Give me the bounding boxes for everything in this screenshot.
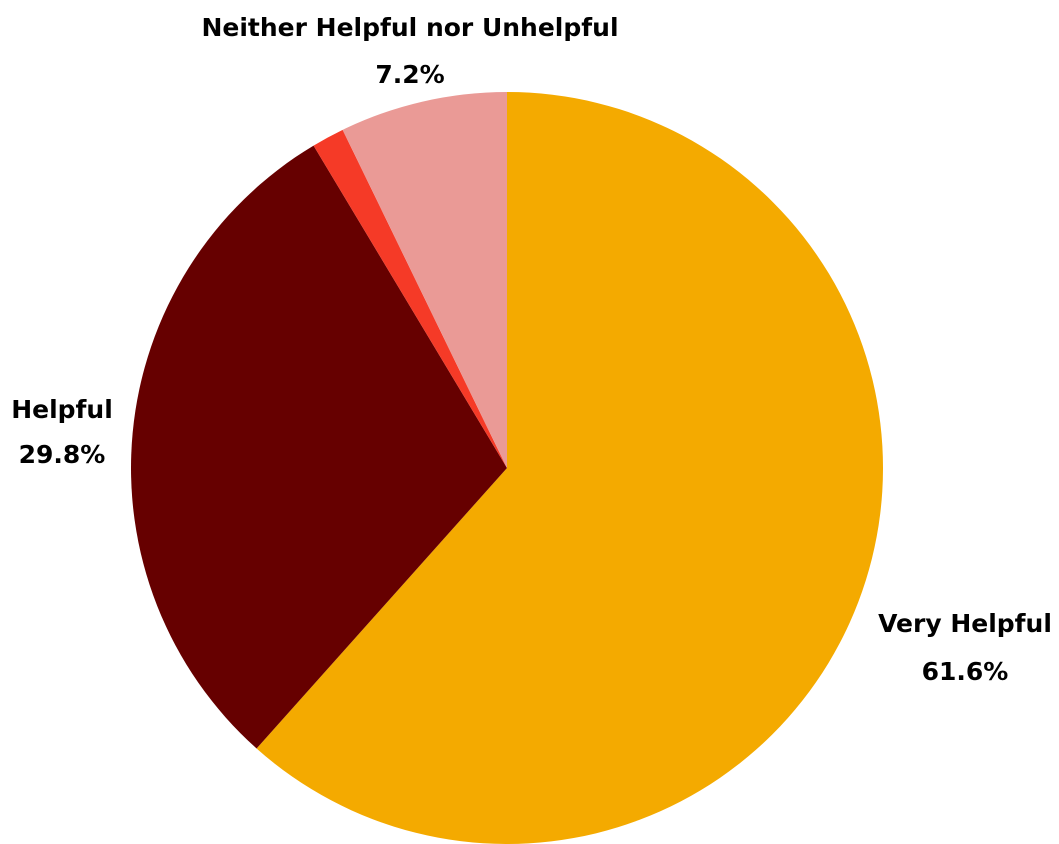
- pie-slice-very-helpful: [256, 92, 884, 844]
- slice-label-name: Helpful: [11, 395, 113, 424]
- slice-label-value: 29.8%: [19, 440, 106, 469]
- pie-slice-unlabelled: [313, 129, 507, 468]
- pie-slice-neither-helpful-nor-unhelpful: [342, 91, 507, 468]
- slice-label-value: 61.6%: [922, 657, 1009, 686]
- pie-slices: [131, 91, 884, 844]
- slice-label-name: Very Helpful: [878, 609, 1052, 638]
- pie-slice-helpful: [131, 145, 507, 749]
- slice-labels: Very Helpful 61.6% Helpful 29.8% Neither Hel…: [11, 13, 1052, 686]
- slice-label-name: Neither Helpful nor Unhelpful: [201, 13, 618, 42]
- slice-label-value: 7.2%: [375, 60, 444, 89]
